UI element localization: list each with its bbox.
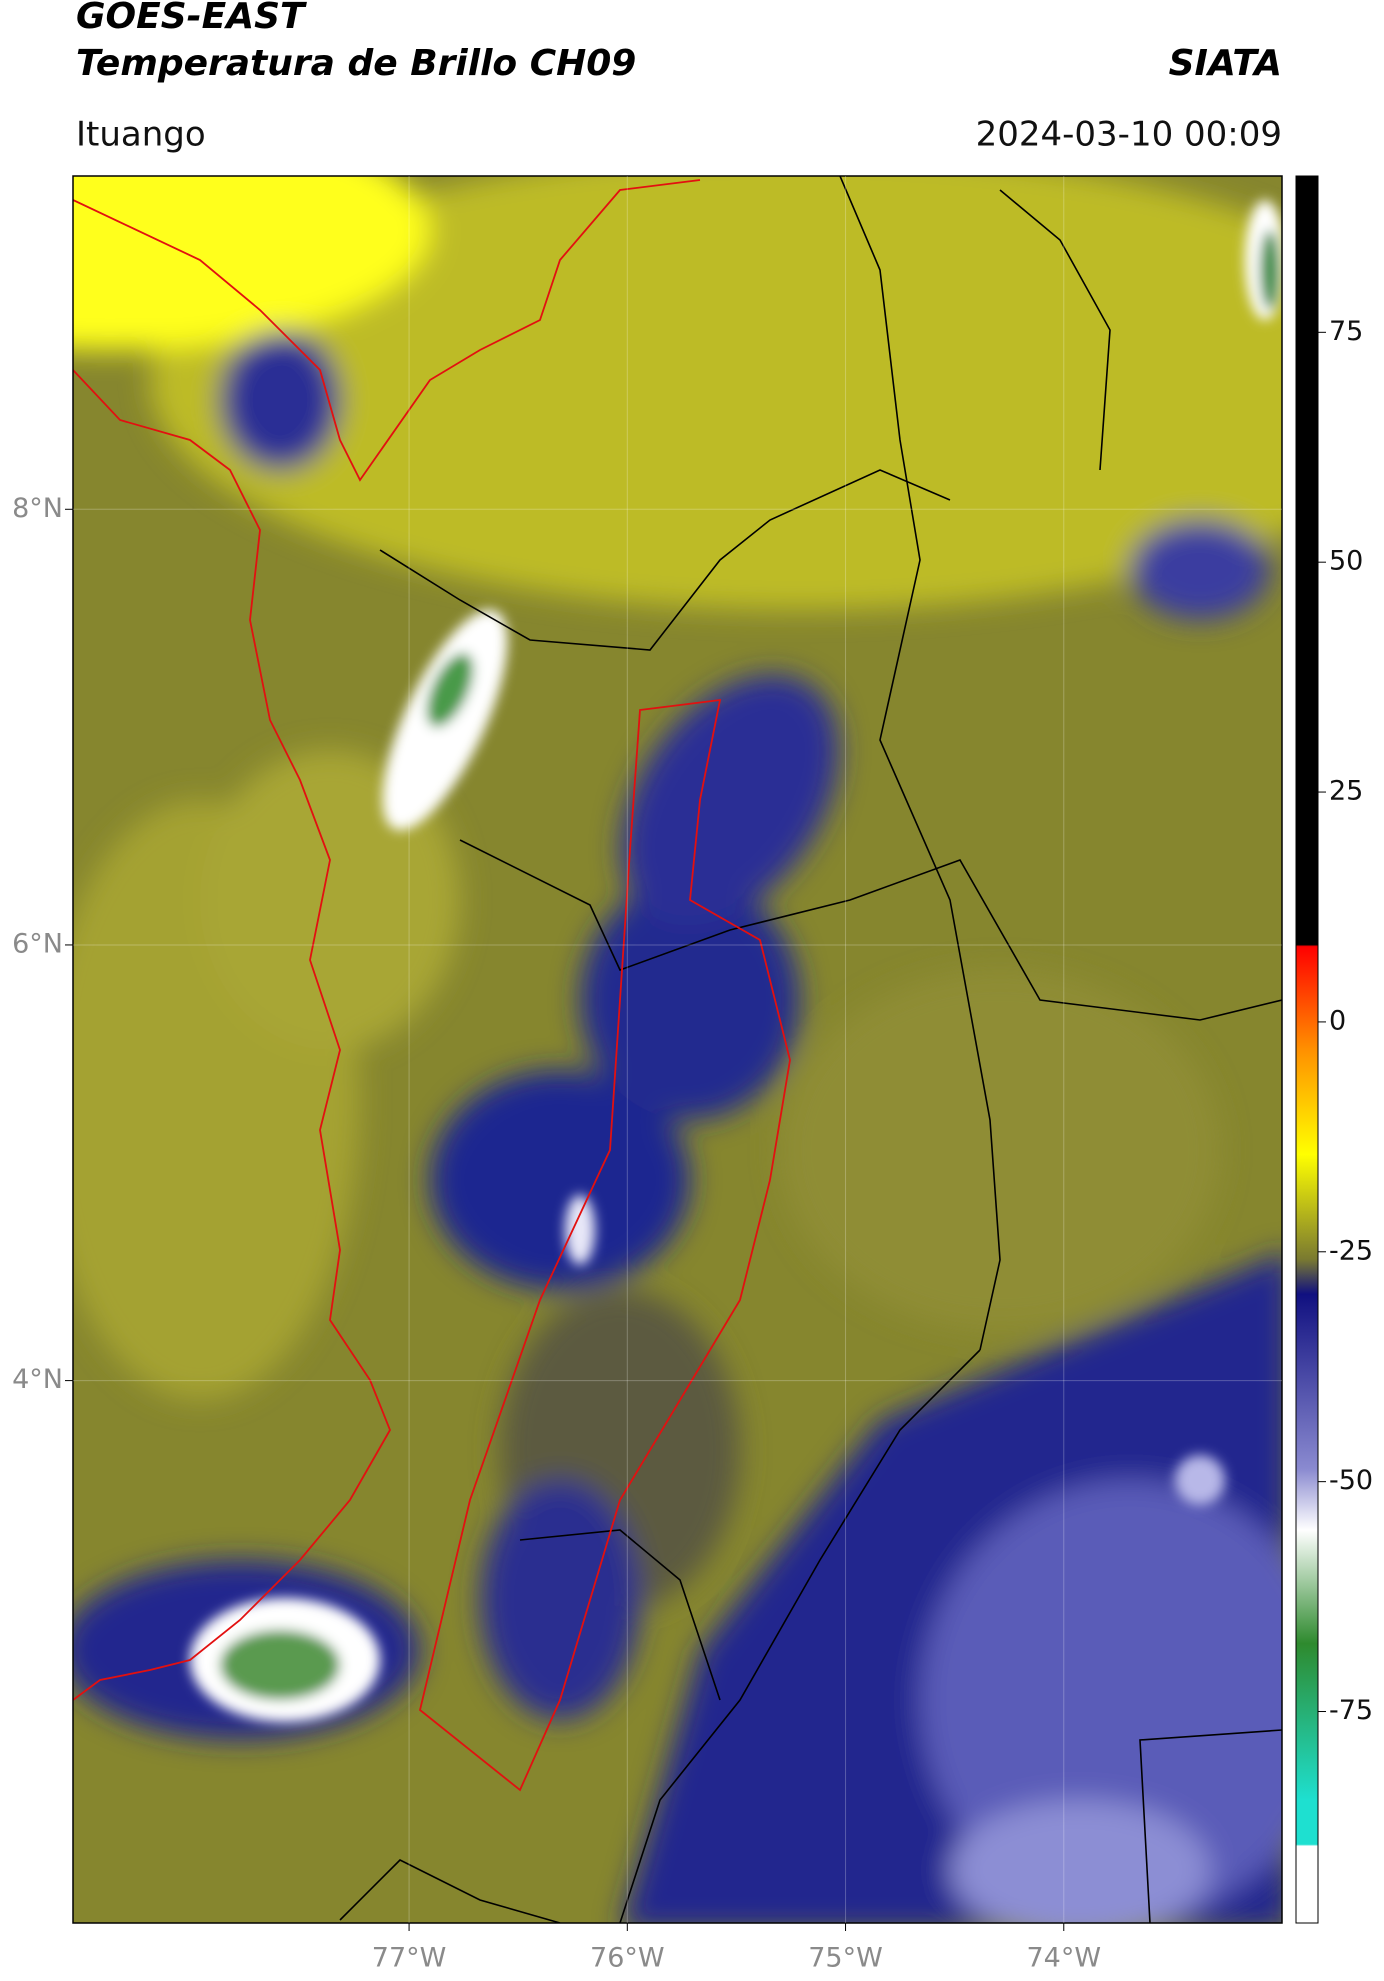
colorbar-tick-label: 75 [1329,316,1363,347]
location: Ituango [76,115,206,155]
x-tick-label: 74°W [1026,1943,1101,1974]
colorbar-tick-label: -25 [1329,1235,1373,1266]
x-tick-label: 76°W [590,1943,665,1974]
colorbar-tick-label: -75 [1329,1695,1373,1726]
colorbar [1295,175,1319,1924]
satellite-image [73,176,1282,1923]
datetime: 2024-03-10 00:09 [976,115,1282,155]
y-tick-label: 6°N [12,928,63,959]
colorbar-tick-label: -50 [1329,1465,1373,1496]
x-tick-label: 75°W [808,1943,883,1974]
colorbar-tick-label: 50 [1329,546,1363,577]
source: SIATA [1169,43,1282,84]
colorbar-tick-label: 0 [1329,1005,1346,1036]
y-tick-label: 4°N [12,1364,63,1395]
x-tick-label: 77°W [372,1943,447,1974]
subtitle: Temperatura de Brillo CH09 [76,43,636,84]
title: GOES-EAST [76,0,307,37]
colorbar-tick-label: 25 [1329,776,1363,807]
y-tick-label: 8°N [12,493,63,524]
map-frame [72,175,1283,1924]
